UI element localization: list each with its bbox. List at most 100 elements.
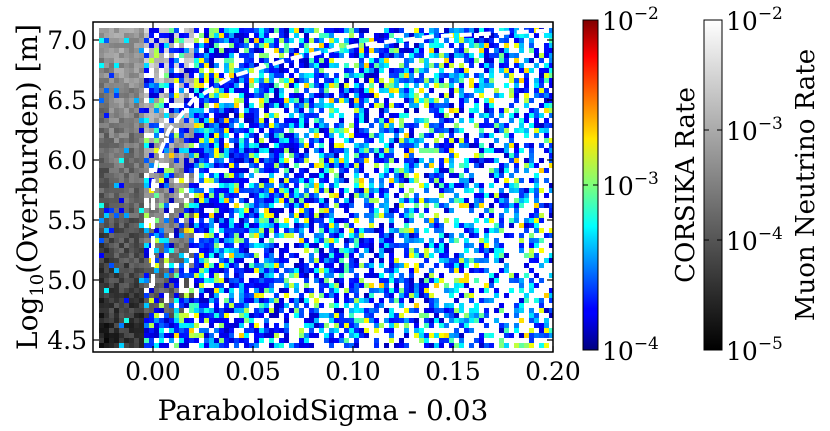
heatmap-cell [494, 38, 499, 43]
heatmap-cell [429, 118, 434, 123]
heatmap-cell [204, 108, 209, 113]
heatmap-cell [284, 83, 289, 88]
heatmap-cell [489, 128, 494, 133]
heatmap-cell [459, 118, 464, 123]
heatmap-cell [429, 83, 434, 88]
heatmap-cell [524, 103, 529, 108]
heatmap-cell [514, 278, 519, 283]
heatmap-cell [379, 263, 384, 268]
heatmap-cell [159, 68, 164, 73]
heatmap-cell [464, 293, 469, 298]
heatmap-cell [214, 233, 219, 238]
heatmap-cell [354, 28, 359, 33]
heatmap-cell [159, 278, 164, 283]
heatmap-cell [389, 78, 394, 83]
heatmap-cell [459, 203, 464, 208]
heatmap-cell [344, 188, 349, 193]
heatmap-cell [444, 288, 449, 293]
heatmap-cell [514, 28, 519, 33]
heatmap-cell [324, 223, 329, 228]
heatmap-cell [109, 113, 114, 118]
heatmap-cell [544, 38, 549, 43]
heatmap-cell [224, 68, 229, 73]
heatmap-cell [519, 248, 524, 253]
heatmap-cell [309, 158, 314, 163]
heatmap-cell [139, 28, 144, 33]
heatmap-cell [344, 243, 349, 248]
heatmap-cell [354, 93, 359, 98]
heatmap-cell [304, 223, 309, 228]
heatmap-cell [534, 273, 539, 278]
heatmap-cell [319, 198, 324, 203]
heatmap-cell [224, 98, 229, 103]
heatmap-cell [244, 83, 249, 88]
heatmap-cell [539, 128, 544, 133]
heatmap-cell [254, 173, 259, 178]
heatmap-cell [509, 148, 514, 153]
heatmap-cell [244, 223, 249, 228]
heatmap-cell [444, 148, 449, 153]
heatmap-cell [104, 243, 109, 248]
heatmap-cell [279, 173, 284, 178]
heatmap-cell [449, 178, 454, 183]
heatmap-cell [189, 118, 194, 123]
heatmap-cell [294, 223, 299, 228]
heatmap-cell [344, 203, 349, 208]
heatmap-cell [389, 113, 394, 118]
heatmap-cell [359, 168, 364, 173]
heatmap-cell [179, 208, 184, 213]
heatmap-cell [309, 178, 314, 183]
heatmap-cell [414, 38, 419, 43]
heatmap-cell [224, 153, 229, 158]
heatmap-cell [129, 118, 134, 123]
heatmap-cell [119, 93, 124, 98]
heatmap-cell [494, 168, 499, 173]
heatmap-cell [209, 78, 214, 83]
heatmap-cell [199, 258, 204, 263]
heatmap-cell [479, 218, 484, 223]
heatmap-cell [159, 208, 164, 213]
heatmap-cell [539, 253, 544, 258]
heatmap-cell [374, 43, 379, 48]
heatmap-cell [274, 208, 279, 213]
heatmap-cell [469, 128, 474, 133]
heatmap-cell [329, 63, 334, 68]
heatmap-cell [489, 123, 494, 128]
heatmap-cell [414, 163, 419, 168]
heatmap-cell [494, 203, 499, 208]
heatmap-cell [149, 168, 154, 173]
heatmap-cell [369, 128, 374, 133]
heatmap-cell [249, 163, 254, 168]
heatmap-cell [109, 53, 114, 58]
heatmap-cell [194, 133, 199, 138]
heatmap-cell [184, 73, 189, 78]
heatmap-cell [359, 118, 364, 123]
heatmap-cell [229, 103, 234, 108]
heatmap-cell [214, 118, 219, 123]
heatmap-cell [109, 38, 114, 43]
heatmap-cell [314, 163, 319, 168]
heatmap-cell [154, 133, 159, 138]
heatmap-cell [489, 103, 494, 108]
heatmap-cell [384, 83, 389, 88]
heatmap-cell [534, 108, 539, 113]
heatmap-cell [249, 133, 254, 138]
heatmap-cell [474, 128, 479, 133]
heatmap-cell [349, 33, 354, 38]
heatmap-cell [544, 143, 549, 148]
heatmap-cell [334, 273, 339, 278]
heatmap-cell [269, 173, 274, 178]
heatmap-cell [199, 198, 204, 203]
heatmap-cell [539, 178, 544, 183]
heatmap-cell [434, 63, 439, 68]
heatmap-cell [174, 238, 179, 243]
heatmap-cell [394, 68, 399, 73]
heatmap-cell [104, 108, 109, 113]
heatmap-cell [374, 143, 379, 148]
heatmap-cell [129, 153, 134, 158]
heatmap-cell [204, 168, 209, 173]
heatmap-cell [519, 133, 524, 138]
heatmap-cell [264, 278, 269, 283]
heatmap-cell [314, 133, 319, 138]
heatmap-cell [204, 233, 209, 238]
